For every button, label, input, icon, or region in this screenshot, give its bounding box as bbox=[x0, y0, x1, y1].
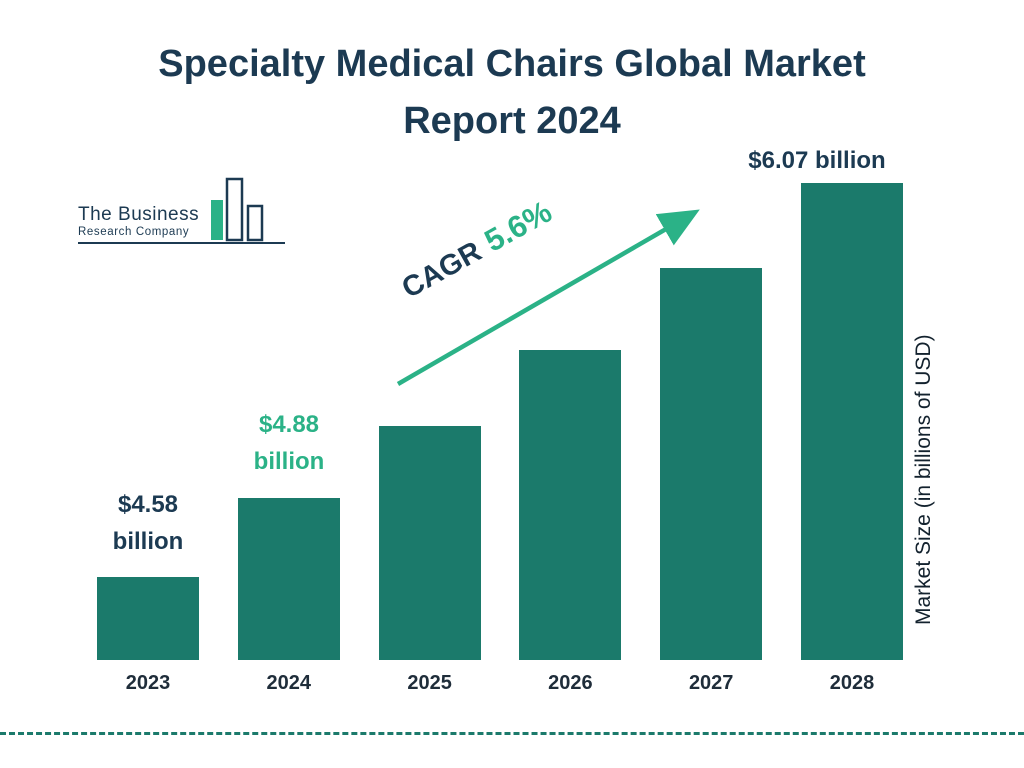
value-label-2028: $6.07 billion bbox=[697, 142, 937, 179]
value-label-2023-line1: $4.58 bbox=[117, 491, 179, 518]
bar-column-2027: 2027 bbox=[660, 183, 763, 696]
chart-title-line2: Report 2024 bbox=[403, 100, 621, 142]
y-axis-label: Market Size (in billions of USD) bbox=[912, 334, 935, 626]
bar-column-2023: 2023 bbox=[97, 183, 199, 696]
company-logo-text: The Business Research Company bbox=[78, 204, 199, 242]
bar-2024 bbox=[237, 498, 340, 660]
chart-title-line1: Specialty Medical Chairs Global Market bbox=[158, 43, 866, 85]
bar-2028 bbox=[800, 183, 903, 660]
bar-2026 bbox=[519, 350, 622, 660]
bar-2027 bbox=[660, 268, 763, 660]
value-label-2023-line2: billion bbox=[112, 528, 184, 556]
value-label-2024: $4.88 billion bbox=[209, 406, 369, 480]
company-logo: The Business Research Company bbox=[78, 176, 286, 244]
value-label-2024-line2: billion bbox=[253, 448, 325, 476]
value-label-2024-line1: $4.88 bbox=[258, 411, 320, 438]
bar-2025 bbox=[378, 426, 481, 660]
value-label-2028-line1: $6.07 billion bbox=[748, 147, 886, 174]
x-axis-label-2028: 2028 bbox=[829, 672, 875, 694]
value-label-2023: $4.58 billion bbox=[68, 486, 228, 560]
x-axis-label-2026: 2026 bbox=[548, 672, 593, 694]
x-axis-label-2024: 2024 bbox=[266, 672, 312, 694]
chart-title: Specialty Medical Chairs Global Market R… bbox=[0, 36, 1024, 150]
x-axis-label-2027: 2027 bbox=[688, 672, 734, 694]
bar-column-2028: 2028 bbox=[800, 183, 903, 696]
logo-name-line2: Research Company bbox=[78, 226, 190, 238]
x-axis-label-2023: 2023 bbox=[125, 672, 171, 694]
bars-container: 2023 2024 2025 2026 2027 2028 bbox=[97, 183, 903, 696]
bar-column-2024: 2024 bbox=[237, 183, 340, 696]
logo-name-line1: The Business bbox=[78, 204, 200, 225]
bottom-dashed-divider bbox=[0, 732, 1024, 735]
bar-chart-logo-icon bbox=[211, 177, 264, 242]
bar-column-2026: 2026 bbox=[519, 183, 622, 696]
x-axis-label-2025: 2025 bbox=[407, 672, 452, 694]
bar-column-2025: 2025 bbox=[378, 183, 481, 696]
bar-2023 bbox=[97, 577, 199, 660]
